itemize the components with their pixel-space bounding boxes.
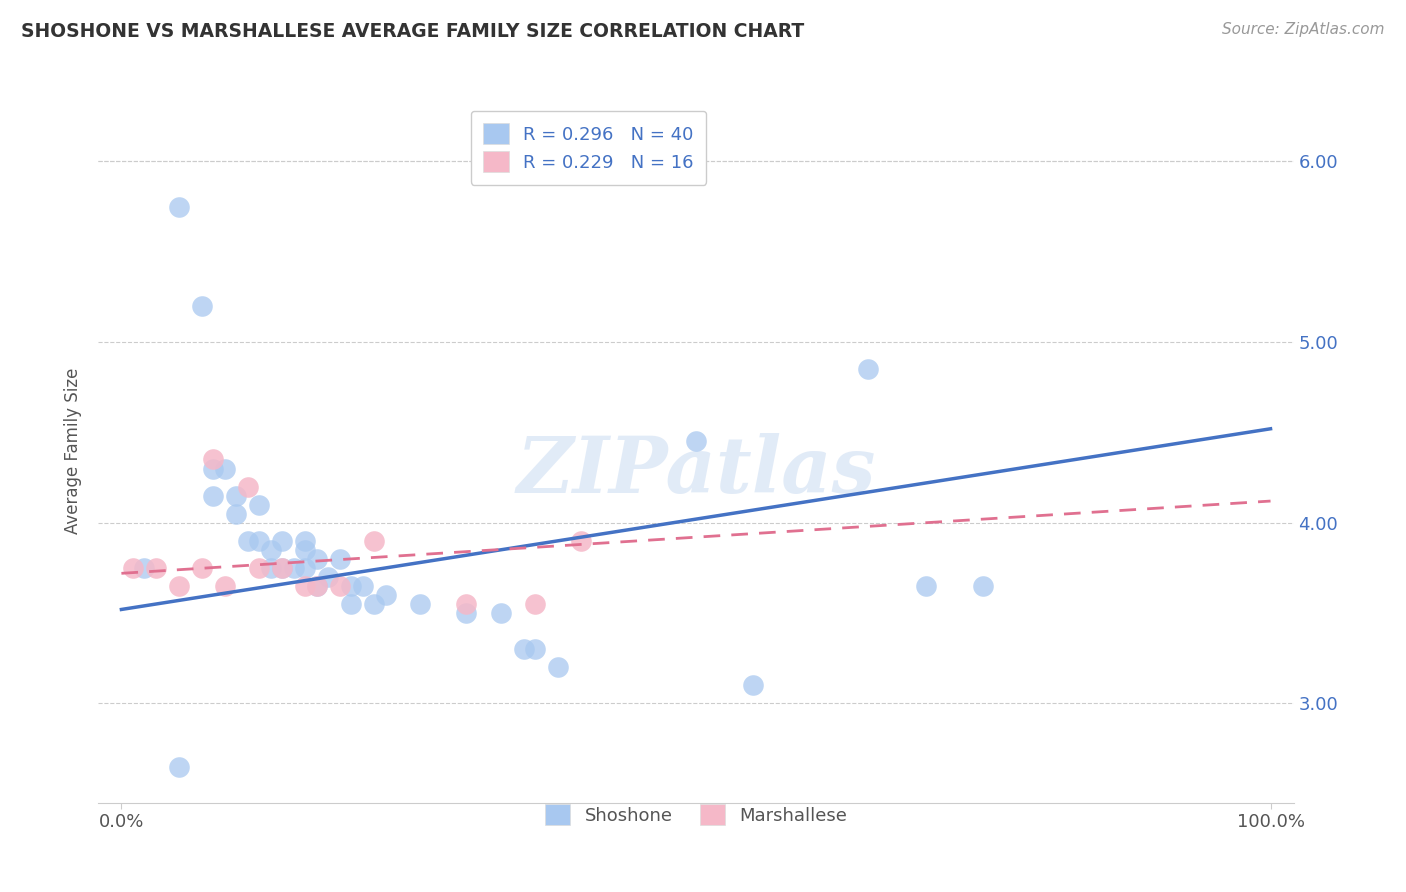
Point	[167, 579, 190, 593]
Text: Source: ZipAtlas.com: Source: ZipAtlas.com	[1222, 22, 1385, 37]
Point	[225, 507, 247, 521]
Point	[742, 678, 765, 692]
Point	[569, 533, 592, 548]
Point	[340, 579, 363, 593]
Point	[294, 542, 316, 557]
Point	[122, 561, 145, 575]
Point	[247, 533, 270, 548]
Legend: Shoshone, Marshallese: Shoshone, Marshallese	[537, 797, 855, 832]
Point	[524, 642, 547, 657]
Point	[914, 579, 936, 593]
Point	[202, 452, 225, 467]
Point	[167, 200, 190, 214]
Point	[202, 461, 225, 475]
Point	[489, 606, 512, 620]
Text: ZIPatlas: ZIPatlas	[516, 434, 876, 510]
Point	[145, 561, 167, 575]
Point	[409, 597, 432, 611]
Point	[305, 579, 328, 593]
Point	[685, 434, 707, 449]
Point	[236, 533, 259, 548]
Point	[363, 533, 385, 548]
Point	[972, 579, 994, 593]
Point	[858, 362, 880, 376]
Point	[214, 461, 236, 475]
Point	[329, 579, 352, 593]
Point	[191, 299, 214, 313]
Point	[374, 588, 396, 602]
Point	[547, 660, 569, 674]
Point	[456, 606, 478, 620]
Point	[202, 489, 225, 503]
Point	[363, 597, 385, 611]
Point	[236, 480, 259, 494]
Point	[271, 561, 294, 575]
Point	[167, 759, 190, 773]
Point	[247, 561, 270, 575]
Point	[352, 579, 374, 593]
Point	[305, 579, 328, 593]
Y-axis label: Average Family Size: Average Family Size	[65, 368, 83, 533]
Point	[214, 579, 236, 593]
Point	[512, 642, 534, 657]
Point	[260, 561, 283, 575]
Point	[305, 552, 328, 566]
Point	[294, 579, 316, 593]
Point	[260, 542, 283, 557]
Point	[225, 489, 247, 503]
Point	[271, 561, 294, 575]
Point	[191, 561, 214, 575]
Point	[316, 570, 339, 584]
Point	[340, 597, 363, 611]
Point	[456, 597, 478, 611]
Point	[271, 533, 294, 548]
Point	[524, 597, 547, 611]
Point	[294, 561, 316, 575]
Point	[294, 533, 316, 548]
Point	[283, 561, 305, 575]
Point	[247, 498, 270, 512]
Point	[134, 561, 156, 575]
Text: SHOSHONE VS MARSHALLESE AVERAGE FAMILY SIZE CORRELATION CHART: SHOSHONE VS MARSHALLESE AVERAGE FAMILY S…	[21, 22, 804, 41]
Point	[329, 552, 352, 566]
